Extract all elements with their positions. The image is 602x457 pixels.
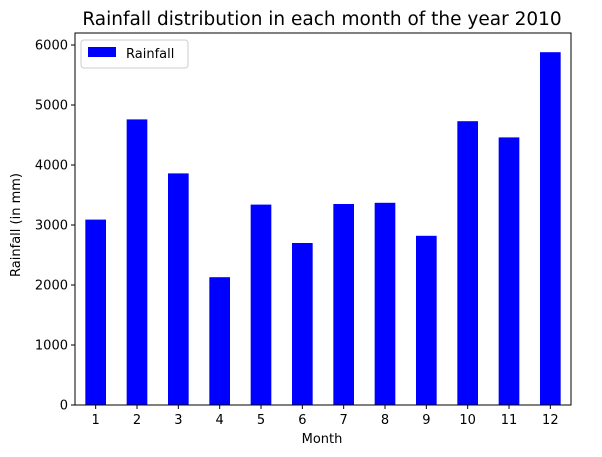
- bar-month-11: [498, 137, 520, 405]
- legend-swatch-rainfall: [88, 47, 116, 57]
- bar-month-1: [85, 219, 106, 405]
- bar-month-7: [333, 204, 354, 405]
- x-tick-label: 2: [133, 413, 141, 428]
- bar-month-12: [540, 52, 561, 405]
- x-tick-label: 1: [92, 413, 100, 428]
- y-tick-label: 1000: [35, 339, 68, 354]
- x-tick-label: 10: [459, 413, 476, 428]
- y-axis-label: Rainfall (in mm): [9, 173, 24, 277]
- y-tick-label: 2000: [35, 279, 68, 294]
- x-tick-label: 3: [174, 413, 182, 428]
- chart-title: Rainfall distribution in each month of t…: [82, 9, 561, 30]
- x-tick-label: 12: [542, 413, 559, 428]
- x-tick-label: 11: [501, 413, 518, 428]
- x-tick-label: 4: [216, 413, 224, 428]
- x-tick-label: 5: [257, 413, 265, 428]
- bar-month-10: [457, 121, 478, 405]
- y-tick-label: 5000: [35, 99, 68, 114]
- x-tick-label: 9: [422, 413, 430, 428]
- bar-month-2: [126, 119, 148, 406]
- bar-month-5: [250, 204, 272, 405]
- bars-group: [85, 52, 561, 406]
- x-axis-label: Month: [302, 432, 343, 447]
- bar-month-4: [209, 277, 230, 405]
- y-tick-label: 0: [60, 399, 68, 414]
- y-axis: 0 1000 2000 3000 4000 5000 6000: [35, 39, 75, 414]
- y-tick-label: 4000: [35, 159, 68, 174]
- bar-month-3: [168, 173, 189, 405]
- y-tick-label: 3000: [35, 219, 68, 234]
- x-axis: 1 2 3 4 5 6 7 8 9 10 11 12: [92, 405, 559, 428]
- legend: Rainfall: [80, 39, 189, 69]
- x-tick-label: 6: [298, 413, 306, 428]
- bar-month-6: [292, 243, 313, 405]
- legend-label-rainfall: Rainfall: [126, 47, 174, 62]
- bar-month-9: [416, 235, 437, 405]
- plot-frame: [74, 32, 572, 406]
- bar-month-8: [374, 202, 396, 405]
- x-tick-label: 8: [381, 413, 389, 428]
- x-tick-label: 7: [340, 413, 348, 428]
- y-tick-label: 6000: [35, 39, 68, 54]
